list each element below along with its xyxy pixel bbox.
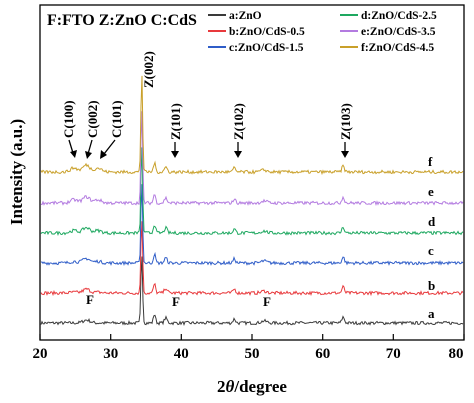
x-axis-label: 2θ/degree [217, 377, 287, 396]
legend-label-a: a:ZnO [229, 10, 262, 22]
fto-peak-label-3: F [263, 294, 271, 309]
zno-peak-arrowhead-101 [171, 151, 179, 158]
series-line-c [40, 184, 464, 267]
cds-peak-arrow-101 [103, 139, 116, 155]
x-axis-label-theta: θ [226, 377, 235, 396]
curve-label-a: a [428, 306, 435, 321]
x-axis-label-suffix: /degree [233, 377, 287, 396]
legend: a:ZnO b:ZnO/CdS-0.5 c:ZnO/CdS-1.5 d:ZnO/… [208, 10, 437, 54]
fto-peak-label-1: F [86, 292, 94, 307]
curve-label-e: e [428, 184, 434, 199]
zno-peak-arrowhead-103 [341, 151, 349, 158]
cds-peak-arrowhead-100 [70, 150, 77, 158]
x-tick-label-60: 60 [315, 346, 330, 362]
series-line-e [40, 111, 464, 207]
series-line-b [40, 221, 464, 297]
cds-peak-label-002: C(002) [85, 100, 100, 138]
y-axis-label: Intensity (a.u.) [7, 119, 26, 225]
zno-peak-label-101: Z(101) [168, 103, 183, 140]
x-axis: 20 30 40 50 60 70 80 [33, 334, 465, 362]
curve-label-c: c [428, 243, 434, 258]
zno-peak-label-102: Z(102) [231, 103, 246, 140]
legend-label-c: c:ZnO/CdS-1.5 [229, 42, 304, 54]
curve-label-f: f [428, 154, 433, 169]
peak-annotations: Z(002) Z(101) Z(102) Z(103) C(100) C(002… [61, 51, 353, 309]
zno-peak-arrowhead-102 [234, 151, 242, 158]
legend-label-e: e:ZnO/CdS-3.5 [361, 26, 436, 38]
x-tick-label-70: 70 [386, 346, 401, 362]
x-tick-label-20: 20 [33, 346, 48, 362]
fto-peak-label-2: F [172, 294, 180, 309]
chart-header: F:FTO Z:ZnO C:CdS [47, 12, 197, 29]
cds-peak-arrowhead-101 [100, 150, 107, 159]
legend-label-f: f:ZnO/CdS-4.5 [361, 42, 434, 54]
curve-label-d: d [428, 214, 436, 229]
traces [40, 75, 464, 326]
series-line-f [40, 75, 464, 176]
zno-peak-label-103: Z(103) [338, 103, 353, 140]
legend-label-b: b:ZnO/CdS-0.5 [229, 26, 305, 38]
x-tick-label-40: 40 [174, 346, 189, 362]
x-tick-label-50: 50 [245, 346, 260, 362]
cds-peak-arrow-002 [87, 139, 93, 155]
cds-peak-arrowhead-002 [85, 151, 92, 159]
x-tick-label-80: 80 [449, 346, 464, 362]
x-axis-label-prefix: 2 [217, 377, 226, 396]
zno-peak-label-002: Z(002) [141, 51, 156, 88]
series-line-d [40, 147, 464, 236]
curve-label-b: b [428, 278, 435, 293]
curve-labels: a b c d e f [428, 154, 436, 321]
cds-peak-label-100: C(100) [61, 100, 76, 138]
series-line-a [40, 256, 464, 326]
cds-peak-arrow-100 [68, 139, 74, 154]
x-tick-label-30: 30 [103, 346, 118, 362]
legend-label-d: d:ZnO/CdS-2.5 [361, 10, 437, 22]
cds-peak-label-101: C(101) [109, 100, 124, 138]
